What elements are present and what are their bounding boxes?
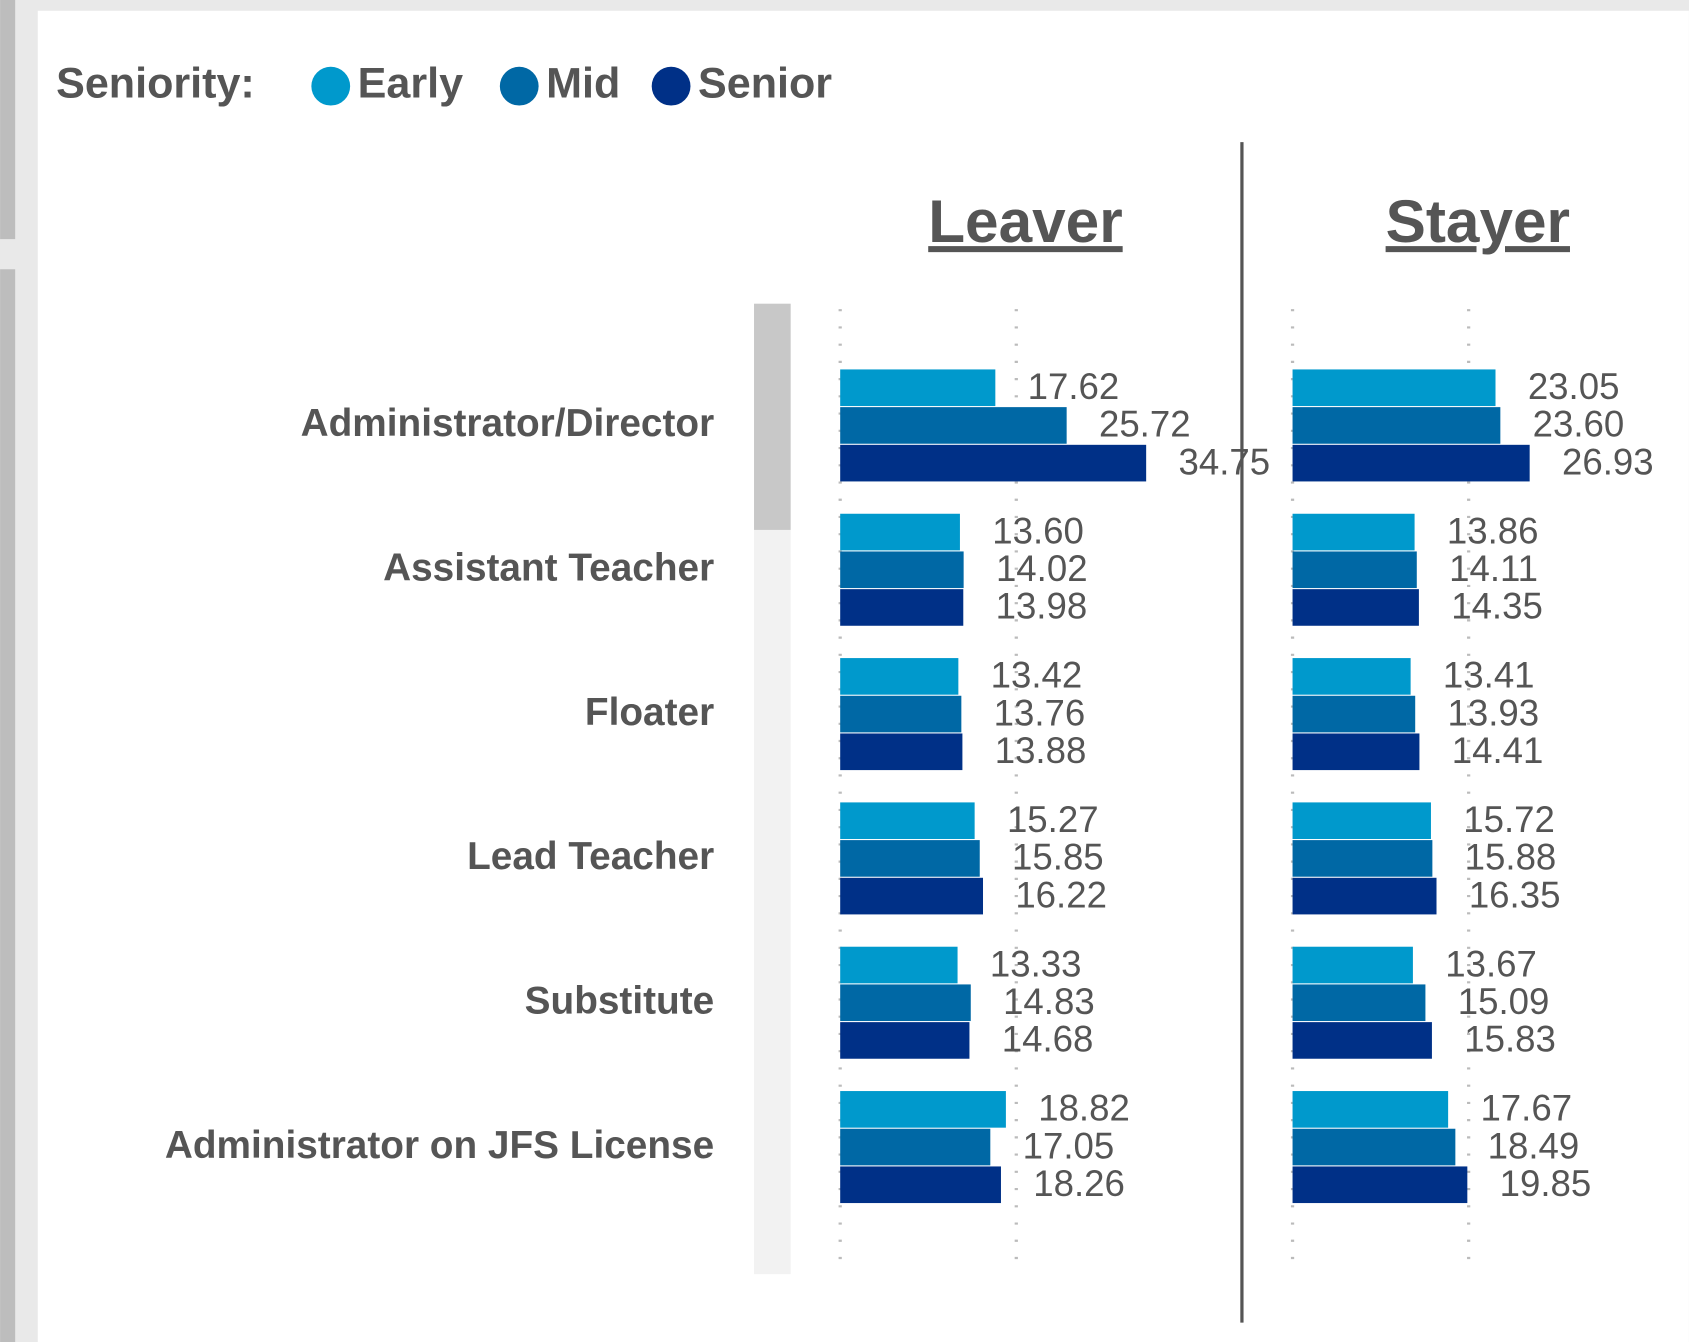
bar [1292, 1022, 1432, 1059]
scroll-thumb[interactable] [754, 303, 791, 530]
bar [1292, 551, 1417, 589]
value-label: 13.93 [1448, 692, 1540, 733]
value-label: 14.83 [1003, 981, 1095, 1022]
value-label: 15.09 [1458, 981, 1550, 1022]
value-label: 25.72 [1099, 404, 1191, 445]
bar [1292, 369, 1496, 407]
legend-swatch [499, 66, 539, 106]
value-label: 13.60 [992, 510, 1084, 551]
value-label: 18.26 [1033, 1163, 1125, 1204]
legend-swatch [651, 66, 691, 106]
bar [1292, 658, 1411, 695]
bar [840, 802, 975, 840]
bar [1292, 802, 1431, 840]
bar [840, 1091, 1006, 1128]
left-edge [0, 0, 16, 240]
value-label: 13.76 [994, 692, 1086, 733]
bar [1292, 877, 1437, 915]
legend-swatch [311, 66, 351, 106]
value-label: 14.11 [1449, 548, 1538, 589]
value-label: 13.88 [995, 730, 1087, 771]
bar [840, 946, 958, 984]
panel-title: Stayer [1386, 187, 1570, 255]
bar [1292, 695, 1416, 733]
category-label: Assistant Teacher [383, 547, 714, 590]
value-label: 14.68 [1002, 1019, 1094, 1060]
value-label: 23.60 [1533, 404, 1625, 445]
legend-label: Mid [546, 60, 620, 108]
value-label: 14.41 [1452, 730, 1544, 771]
value-label: 15.27 [1007, 799, 1099, 840]
panel-title: Leaver [928, 187, 1122, 255]
bar [840, 658, 959, 695]
bar [840, 407, 1067, 444]
bar [840, 877, 984, 915]
legend-label: Early [358, 60, 463, 108]
bar [1292, 1166, 1468, 1204]
value-label: 15.83 [1464, 1019, 1556, 1060]
value-label: 18.82 [1038, 1088, 1130, 1129]
bar [1292, 407, 1501, 444]
value-label: 26.93 [1562, 441, 1654, 482]
value-label: 13.33 [990, 943, 1082, 984]
bar [840, 589, 964, 626]
left-edge [0, 269, 16, 1342]
bar [840, 840, 980, 877]
value-label: 15.88 [1465, 837, 1557, 878]
legend-label: Senior [698, 60, 832, 108]
value-label: 18.49 [1488, 1125, 1580, 1166]
bar [840, 733, 963, 771]
value-label: 13.98 [996, 586, 1088, 627]
bar [840, 444, 1147, 482]
bar [840, 695, 962, 733]
value-label: 34.75 [1178, 441, 1270, 482]
bar [1292, 589, 1419, 626]
value-label: 17.62 [1028, 366, 1120, 407]
value-label: 14.35 [1451, 586, 1543, 627]
bar [1292, 1091, 1449, 1128]
bar [840, 1022, 970, 1059]
category-label: Substitute [525, 980, 715, 1023]
value-label: 13.67 [1445, 943, 1537, 984]
value-label: 19.85 [1500, 1163, 1592, 1204]
value-label: 16.35 [1469, 874, 1561, 915]
bar [1292, 984, 1426, 1022]
value-label: 15.85 [1012, 837, 1104, 878]
legend-title: Seniority: [56, 60, 255, 108]
bar [840, 551, 964, 589]
bar [840, 513, 960, 551]
bar [840, 369, 996, 407]
category-label: Administrator/Director [301, 402, 715, 445]
value-label: 17.05 [1023, 1125, 1115, 1166]
bar [840, 1128, 991, 1166]
category-label: Floater [585, 691, 714, 734]
value-label: 15.72 [1463, 799, 1555, 840]
bar [1292, 1128, 1456, 1166]
bar [1292, 444, 1530, 482]
value-label: 13.41 [1443, 655, 1535, 696]
bar [840, 1166, 1001, 1204]
bar [1292, 513, 1415, 551]
value-label: 23.05 [1528, 366, 1620, 407]
value-label: 13.86 [1447, 510, 1539, 551]
value-label: 13.42 [991, 655, 1083, 696]
bar [1292, 946, 1413, 984]
bar [1292, 733, 1420, 771]
category-label: Lead Teacher [467, 835, 714, 878]
bar [840, 984, 971, 1022]
value-label: 16.22 [1015, 874, 1107, 915]
value-label: 14.02 [996, 548, 1088, 589]
category-label: Administrator on JFS License [165, 1124, 714, 1167]
bar [1292, 840, 1433, 877]
value-label: 17.67 [1480, 1088, 1572, 1129]
